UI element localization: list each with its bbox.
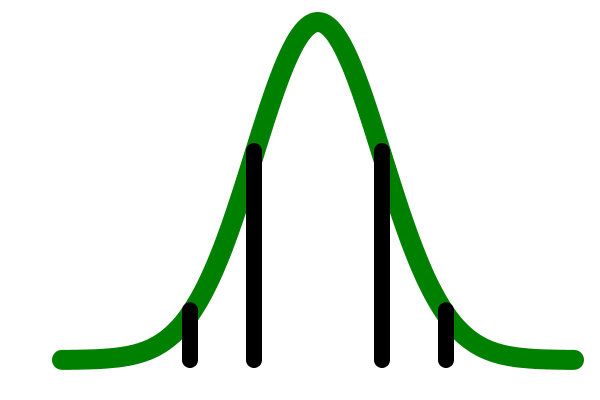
bell-curve [52,12,584,370]
sd-markers [182,142,454,368]
